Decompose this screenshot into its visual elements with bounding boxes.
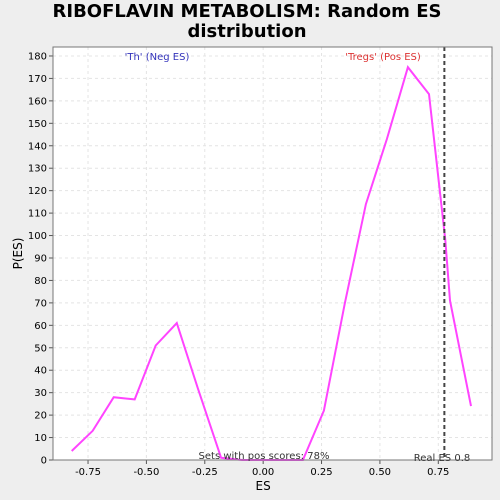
y-tick-label: 60: [34, 321, 47, 332]
y-tick-label: 90: [34, 253, 47, 264]
y-tick-label: 100: [28, 231, 47, 242]
chart-title-line-2: distribution: [187, 21, 307, 42]
x-axis-label: ES: [256, 479, 271, 493]
y-tick-label: 80: [34, 276, 47, 287]
x-tick-label: -0.75: [75, 467, 101, 478]
y-tick-label: 140: [28, 141, 47, 152]
y-tick-label: 50: [34, 343, 47, 354]
y-tick-label: 70: [34, 298, 47, 309]
chart-title: RIBOFLAVIN METABOLISM: Random ES distrib…: [0, 2, 494, 42]
plot-frame: [52, 46, 493, 461]
y-tick-label: 120: [28, 186, 47, 197]
y-axis: 0 10 20 30 40 50 60 70 80 90 100 110 120 130 140 150 160…: [28, 51, 53, 467]
y-tick-label: 180: [28, 51, 47, 62]
y-tick-label: 30: [34, 388, 47, 399]
y-tick-label: 10: [34, 433, 47, 444]
x-tick-label: 0.50: [369, 467, 391, 478]
y-tick-label: 170: [28, 74, 47, 85]
y-tick-label: 0: [41, 456, 47, 467]
y-tick-label: 160: [28, 96, 47, 107]
y-tick-label: 20: [34, 411, 47, 422]
chart-title-line-1: RIBOFLAVIN METABOLISM: Random ES: [52, 1, 442, 22]
y-tick-label: 40: [34, 366, 47, 377]
y-tick-label: 150: [28, 119, 47, 130]
pos-es-label: 'Tregs' (Pos ES): [345, 52, 421, 63]
x-tick-label: 0.75: [427, 467, 449, 478]
real-es-label: Real ES 0.8: [414, 453, 470, 464]
plot-area: [53, 47, 492, 460]
y-tick-label: 110: [28, 209, 47, 220]
x-tick-label: -0.50: [133, 467, 159, 478]
x-tick-label: 0.00: [252, 467, 274, 478]
neg-es-label: 'Th' (Neg ES): [125, 52, 190, 63]
x-axis: -0.75 -0.50 -0.25 0.00 0.25 0.50 0.75: [75, 460, 449, 478]
x-tick-label: -0.25: [192, 467, 218, 478]
grid-lines: [53, 47, 492, 461]
y-axis-label: P(ES): [11, 238, 25, 270]
x-tick-label: 0.25: [310, 467, 332, 478]
y-tick-label: 130: [28, 164, 47, 175]
sets-pos-scores-label: Sets with pos scores: 78%: [199, 451, 330, 462]
